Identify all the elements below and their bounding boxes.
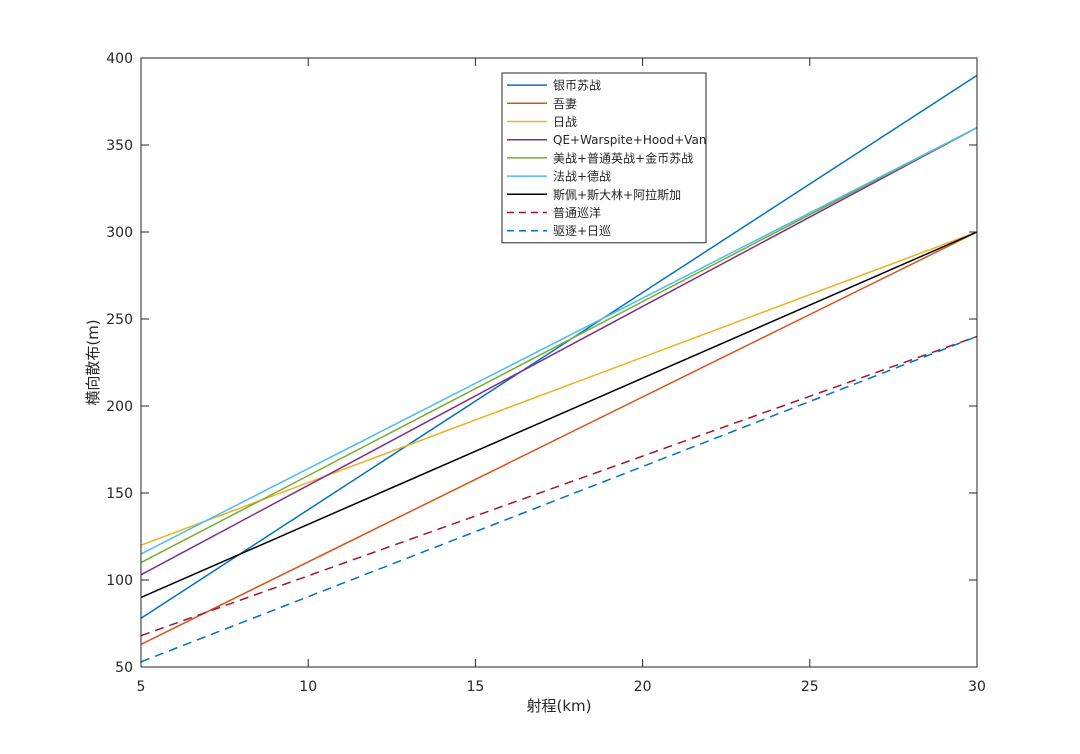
legend-label-3: 日战	[553, 115, 577, 129]
y-tick-label: 100	[106, 573, 133, 589]
y-tick-label: 400	[106, 51, 133, 67]
series-line-4	[140, 126, 978, 576]
legend-label-7: 斯佩+斯大林+阿拉斯加	[553, 187, 681, 202]
series-line-6	[140, 126, 978, 555]
legend-label-1: 银币苏战	[553, 79, 601, 93]
series-line-8	[140, 335, 978, 637]
y-tick-label: 150	[106, 486, 133, 502]
x-tick-label: 25	[801, 679, 819, 695]
x-tick-label: 10	[299, 679, 317, 695]
series-line-5	[140, 126, 978, 564]
x-axis-label: 射程(km)	[526, 697, 591, 715]
series-line-7	[140, 231, 978, 599]
series-layer	[140, 74, 978, 663]
x-tick-label: 15	[466, 679, 484, 695]
series-line-2	[140, 231, 978, 646]
legend-label-6: 法战+德战	[553, 169, 611, 184]
legend-label-5: 美战+普通英战+金币苏战	[553, 150, 693, 165]
legend-label-9: 驱逐+日巡	[553, 224, 611, 238]
series-line-1	[140, 74, 978, 619]
y-tick-label: 50	[115, 660, 133, 676]
y-tick-label: 350	[106, 138, 133, 154]
ticks-layer: 5 10 15 20 25 30 50 100 150 200 250 300 350 400	[106, 51, 986, 695]
axes-layer	[140, 57, 978, 668]
axes-box	[140, 57, 978, 668]
y-tick-label: 250	[106, 312, 133, 328]
x-tick-label: 20	[634, 679, 652, 695]
x-tick-label: 30	[968, 679, 986, 695]
series-line-3	[140, 231, 978, 546]
legend-label-2: 吾妻	[553, 97, 577, 111]
x-tick-label: 5	[137, 679, 146, 695]
y-tick-label: 200	[106, 399, 133, 415]
legend-label-8: 普通巡洋	[553, 205, 601, 220]
legend-label-4: QE+Warspite+Hood+Van	[553, 133, 706, 147]
y-axis-label: 横向散布(m)	[84, 319, 102, 405]
y-tick-label: 300	[106, 225, 133, 241]
